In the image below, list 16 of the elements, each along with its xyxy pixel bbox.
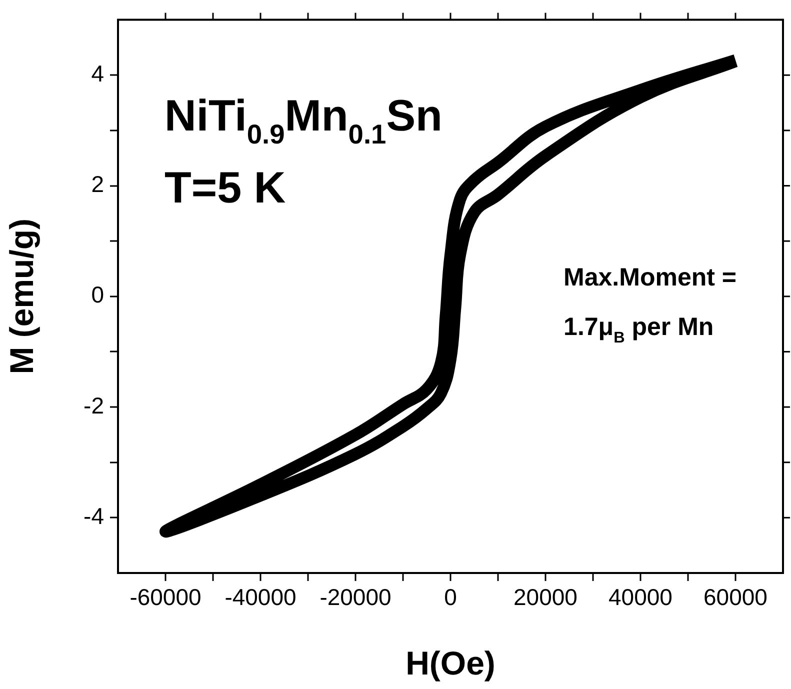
y-axis-title: M (emu/g) <box>2 218 40 374</box>
y-tick-label: 2 <box>91 171 104 198</box>
x-tick-label: -40000 <box>224 584 296 610</box>
y-tick-label: -2 <box>84 392 104 418</box>
y-tick-label: 4 <box>91 60 104 86</box>
x-tick-label: 40000 <box>608 584 672 610</box>
x-tick-label: 0 <box>444 584 457 610</box>
x-tick-label: -20000 <box>320 584 392 610</box>
y-tick-label: 0 <box>91 282 104 308</box>
x-tick-label: 60000 <box>704 584 768 610</box>
annotation: Max.Moment = <box>564 263 737 292</box>
x-tick-label: 20000 <box>514 584 578 610</box>
x-tick-label: -60000 <box>130 584 202 610</box>
x-axis-title: H(Oe) <box>406 644 496 682</box>
y-tick-label: -4 <box>84 503 104 530</box>
annotation: T=5 K <box>164 163 286 212</box>
